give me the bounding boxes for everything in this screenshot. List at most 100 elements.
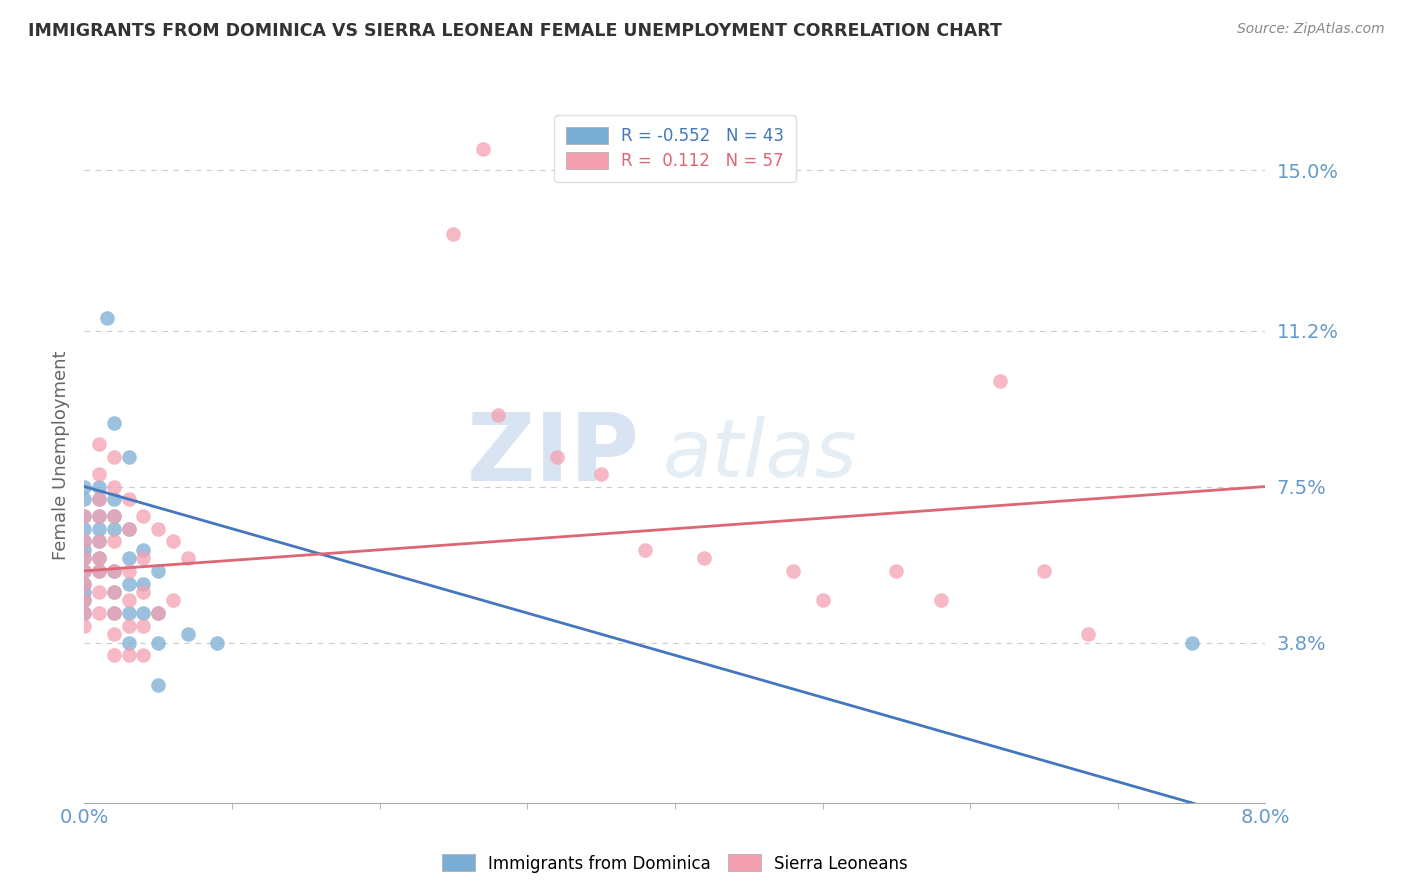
- Text: ZIP: ZIP: [467, 409, 640, 501]
- Point: [132, 585, 155, 599]
- Point: [73, 576, 96, 591]
- Point: [118, 618, 141, 632]
- Point: [148, 635, 170, 649]
- Point: [811, 593, 834, 607]
- Point: [103, 627, 125, 641]
- Point: [87, 492, 111, 507]
- Point: [73, 606, 96, 620]
- Point: [73, 564, 96, 578]
- Point: [87, 437, 111, 451]
- Point: [87, 522, 111, 536]
- Point: [103, 606, 125, 620]
- Point: [73, 564, 96, 578]
- Point: [132, 606, 155, 620]
- Point: [87, 564, 111, 578]
- Y-axis label: Female Unemployment: Female Unemployment: [52, 351, 70, 559]
- Point: [73, 479, 96, 493]
- Legend: R = -0.552   N = 43, R =  0.112   N = 57: R = -0.552 N = 43, R = 0.112 N = 57: [554, 115, 796, 182]
- Point: [103, 509, 125, 524]
- Point: [87, 606, 111, 620]
- Point: [118, 576, 141, 591]
- Point: [73, 576, 96, 591]
- Point: [73, 585, 96, 599]
- Point: [177, 551, 200, 566]
- Point: [87, 551, 111, 566]
- Point: [132, 576, 155, 591]
- Point: [96, 310, 118, 325]
- Point: [132, 551, 155, 566]
- Point: [87, 479, 111, 493]
- Point: [73, 509, 96, 524]
- Point: [205, 635, 228, 649]
- Point: [1180, 635, 1202, 649]
- Point: [591, 467, 613, 481]
- Point: [73, 522, 96, 536]
- Point: [87, 509, 111, 524]
- Text: Source: ZipAtlas.com: Source: ZipAtlas.com: [1237, 22, 1385, 37]
- Point: [177, 627, 200, 641]
- Point: [103, 606, 125, 620]
- Point: [118, 635, 141, 649]
- Point: [132, 509, 155, 524]
- Point: [73, 534, 96, 549]
- Point: [87, 467, 111, 481]
- Point: [472, 142, 495, 156]
- Point: [103, 417, 125, 431]
- Point: [87, 509, 111, 524]
- Point: [148, 678, 170, 692]
- Point: [103, 509, 125, 524]
- Point: [118, 606, 141, 620]
- Point: [148, 606, 170, 620]
- Point: [693, 551, 716, 566]
- Point: [132, 542, 155, 557]
- Point: [118, 450, 141, 464]
- Point: [73, 492, 96, 507]
- Point: [103, 534, 125, 549]
- Point: [103, 564, 125, 578]
- Point: [886, 564, 908, 578]
- Point: [132, 618, 155, 632]
- Point: [1032, 564, 1054, 578]
- Point: [87, 492, 111, 507]
- Legend: Immigrants from Dominica, Sierra Leoneans: Immigrants from Dominica, Sierra Leonean…: [434, 847, 915, 880]
- Point: [73, 542, 96, 557]
- Point: [73, 593, 96, 607]
- Point: [87, 534, 111, 549]
- Point: [148, 564, 170, 578]
- Text: atlas: atlas: [664, 416, 858, 494]
- Point: [988, 374, 1011, 388]
- Point: [118, 492, 141, 507]
- Point: [782, 564, 804, 578]
- Point: [443, 227, 465, 241]
- Point: [118, 593, 141, 607]
- Point: [73, 551, 96, 566]
- Point: [103, 585, 125, 599]
- Point: [73, 606, 96, 620]
- Point: [118, 648, 141, 663]
- Point: [87, 534, 111, 549]
- Point: [103, 648, 125, 663]
- Point: [634, 542, 657, 557]
- Point: [103, 492, 125, 507]
- Point: [87, 551, 111, 566]
- Point: [162, 593, 184, 607]
- Point: [546, 450, 568, 464]
- Text: IMMIGRANTS FROM DOMINICA VS SIERRA LEONEAN FEMALE UNEMPLOYMENT CORRELATION CHART: IMMIGRANTS FROM DOMINICA VS SIERRA LEONE…: [28, 22, 1002, 40]
- Point: [1077, 627, 1099, 641]
- Point: [929, 593, 952, 607]
- Point: [87, 564, 111, 578]
- Point: [103, 479, 125, 493]
- Point: [148, 606, 170, 620]
- Point: [103, 522, 125, 536]
- Point: [148, 522, 170, 536]
- Point: [73, 551, 96, 566]
- Point: [73, 618, 96, 632]
- Point: [162, 534, 184, 549]
- Point: [103, 450, 125, 464]
- Point: [103, 585, 125, 599]
- Point: [73, 534, 96, 549]
- Point: [486, 408, 509, 422]
- Point: [118, 551, 141, 566]
- Point: [73, 593, 96, 607]
- Point: [132, 648, 155, 663]
